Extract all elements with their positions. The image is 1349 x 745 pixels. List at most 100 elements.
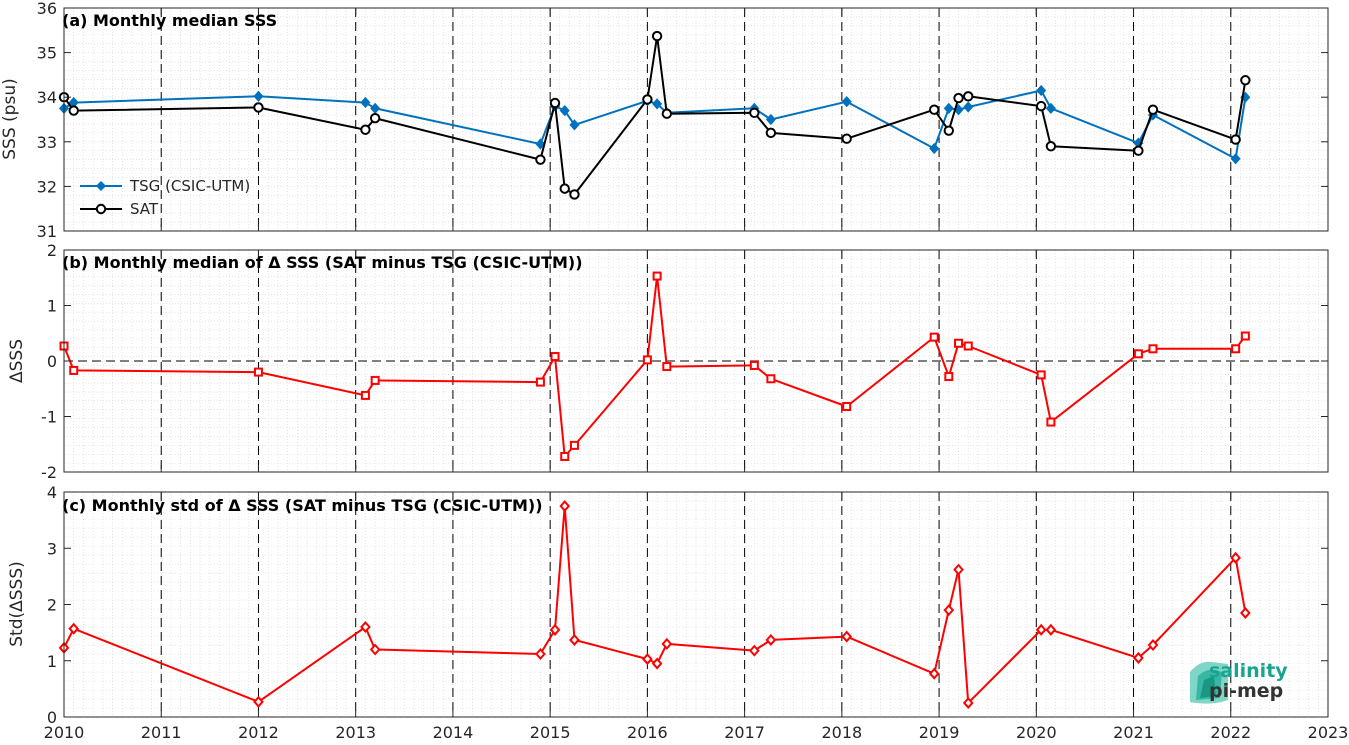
data-point: [1231, 344, 1241, 354]
legend-marker-tsg: [95, 180, 107, 192]
x-tick-label: 2019: [919, 723, 960, 742]
data-point: [652, 98, 663, 110]
data-point: [1133, 651, 1144, 664]
panel-b: -2 -1 0 1 2 (b) Monthly median of Δ SSS (SAT…: [7, 241, 1329, 482]
data-point: [841, 96, 852, 108]
data-point: [369, 643, 381, 656]
data-point: [765, 113, 776, 126]
panel-c-title: (c) Monthly std of Δ SSS (SAT minus TSG …: [62, 496, 543, 515]
data-point: [370, 102, 381, 114]
y-tick-label: 2: [47, 596, 57, 615]
data-point: [1045, 102, 1056, 114]
x-tick-label: 2010: [44, 723, 85, 742]
data-point: [69, 365, 79, 375]
x-tick-label: 2021: [1113, 723, 1154, 742]
x-tick-label: 2016: [627, 723, 668, 742]
data-point: [1133, 145, 1144, 156]
data-point: [963, 101, 974, 113]
y-tick-label: 3: [47, 539, 57, 558]
y-tick-label: 34: [37, 88, 57, 107]
data-point: [253, 695, 264, 708]
logo-wave-icon: [1190, 661, 1228, 704]
panel-a-ylabel: SSS (psu): [0, 78, 20, 159]
data-point: [943, 125, 954, 136]
data-point: [661, 108, 673, 119]
data-point: [360, 390, 370, 400]
data-point: [944, 372, 954, 382]
y-tick-label: 1: [47, 652, 57, 671]
data-point: [953, 92, 964, 104]
legend-marker-sat: [95, 203, 107, 215]
data-point: [642, 355, 652, 365]
data-point: [749, 360, 759, 370]
data-point: [943, 102, 954, 114]
data-point: [841, 133, 852, 144]
data-point: [1036, 84, 1047, 97]
data-point: [749, 107, 760, 119]
salinity-pi-mep-logo: salinity pi-mep: [1190, 660, 1288, 704]
y-tick-label: 2: [47, 241, 57, 260]
data-point: [953, 563, 964, 576]
data-point: [360, 96, 371, 109]
data-point: [370, 375, 380, 385]
panel-b-ylabel: ΔSSS: [7, 339, 27, 383]
data-point: [253, 102, 264, 113]
data-point: [1230, 551, 1241, 564]
data-point: [68, 105, 79, 116]
data-point: [929, 142, 940, 155]
data-point: [535, 138, 546, 150]
data-point: [559, 104, 570, 117]
data-point: [253, 367, 263, 377]
y-tick-label: 33: [37, 133, 57, 152]
data-point: [963, 91, 974, 102]
x-tick-label: 2015: [530, 723, 571, 742]
data-point: [642, 94, 653, 105]
data-point: [651, 30, 663, 42]
data-point: [1133, 349, 1143, 359]
y-tick-label: 0: [47, 708, 57, 727]
x-tick-label: 2017: [724, 723, 765, 742]
data-point: [1147, 638, 1159, 652]
data-point: [954, 338, 964, 348]
x-tick-label: 2011: [141, 723, 182, 742]
data-point: [765, 127, 777, 139]
panel-c-ylabel: Std(ΔSSS): [7, 561, 27, 647]
legend: TSG (CSIC-UTM) SAT: [80, 177, 250, 218]
data-point: [1035, 623, 1047, 636]
y-tick-label: 36: [37, 0, 57, 18]
data-point: [766, 374, 776, 384]
data-point: [1035, 100, 1047, 112]
x-tick-label: 2020: [1016, 723, 1057, 742]
data-point: [765, 633, 777, 646]
data-point: [1045, 623, 1057, 636]
x-tick-label: 2018: [821, 723, 862, 742]
panel-c: 0 1 2 3 4 2010 2011 2012 2013 2014 2015 2016 2017 20…: [7, 483, 1348, 742]
data-point: [68, 622, 80, 635]
logo-line2: pi-mep: [1209, 680, 1283, 702]
data-point: [661, 637, 673, 650]
y-tick-label: 4: [47, 483, 57, 502]
legend-label-tsg: TSG (CSIC-UTM): [129, 177, 250, 195]
data-point: [369, 112, 381, 124]
data-point: [569, 440, 579, 450]
data-point: [560, 451, 570, 461]
panel-a-title: (a) Monthly median SSS: [62, 11, 277, 30]
data-point: [963, 341, 973, 351]
x-tick-label: 2022: [1210, 723, 1251, 742]
data-point: [651, 657, 663, 670]
data-point: [569, 633, 580, 646]
y-tick-label: 35: [37, 44, 57, 63]
data-point: [1148, 344, 1158, 354]
data-point: [1045, 141, 1057, 152]
data-point: [1230, 134, 1241, 145]
y-tick-label: -1: [41, 408, 57, 427]
y-tick-label: 31: [37, 222, 57, 241]
x-tick-label: 2012: [238, 723, 279, 742]
data-point: [559, 500, 571, 513]
logo-line1: salinity: [1209, 660, 1288, 682]
data-point: [1036, 370, 1046, 380]
data-point: [1147, 104, 1159, 115]
data-point: [749, 644, 760, 657]
data-point: [559, 183, 570, 194]
